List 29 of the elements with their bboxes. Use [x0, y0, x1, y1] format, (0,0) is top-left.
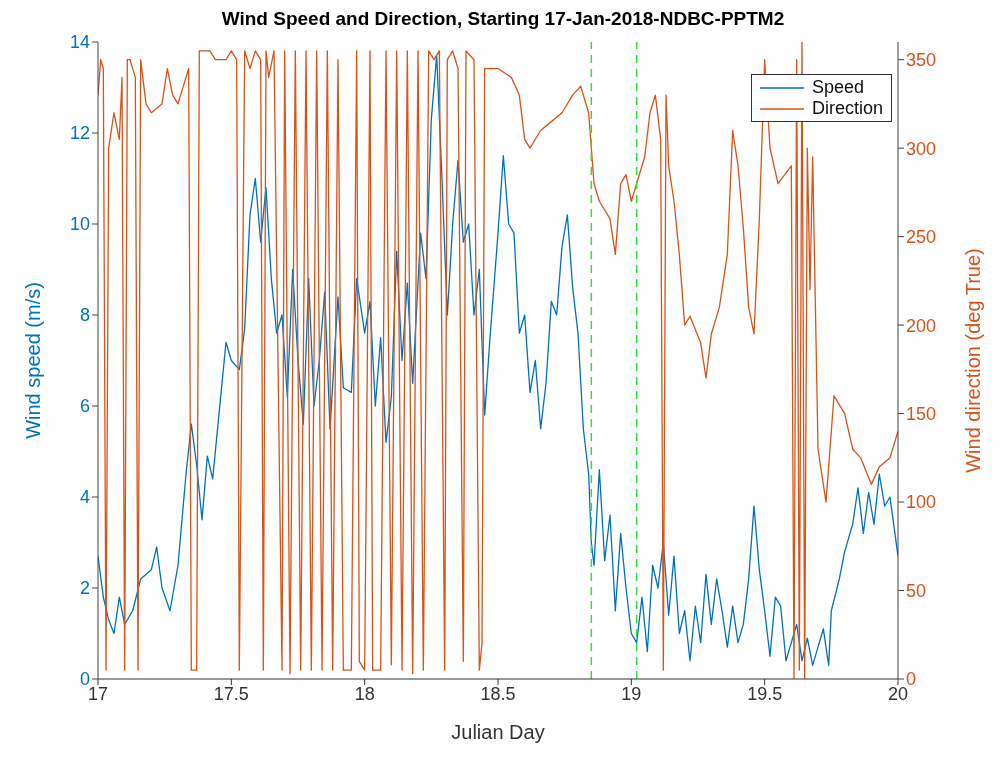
y2-tick-label: 250: [906, 227, 937, 248]
x-tick-label: 19: [621, 683, 642, 704]
x-tick-label: 19.5: [747, 683, 783, 704]
y-tick-label: 10: [69, 214, 90, 235]
y2-tick-label: 300: [906, 138, 937, 159]
legend-label: Direction: [811, 98, 883, 119]
legend-label: Speed: [811, 77, 865, 98]
y2-tick-label: 50: [906, 580, 927, 601]
y-tick-label: 14: [69, 32, 90, 53]
y2-tick-label: 0: [906, 669, 917, 690]
x-tick-label: 18: [354, 683, 375, 704]
y2-tick-label: 150: [906, 403, 937, 424]
x-tick-label: 18.5: [480, 683, 516, 704]
y-axis-title: Wind speed (m/s): [22, 282, 45, 439]
x-tick-label: 20: [887, 683, 909, 704]
y-tick-label: 12: [69, 123, 90, 144]
y-tick-label: 0: [79, 669, 90, 690]
x-tick-label: 17.5: [213, 683, 249, 704]
x-axis-title: Julian Day: [451, 721, 545, 743]
y2-tick-label: 350: [906, 50, 937, 71]
y2-axis-title: Wind direction (deg True): [962, 248, 985, 473]
y-tick-label: 2: [79, 578, 90, 599]
y2-tick-label: 100: [906, 492, 937, 513]
y-tick-label: 8: [79, 305, 90, 326]
chart-title: Wind Speed and Direction, Starting 17-Jan-2018-NDBC-PPTM2: [220, 8, 786, 31]
y-tick-label: 4: [79, 487, 90, 508]
y-tick-label: 6: [79, 396, 90, 417]
y2-tick-label: 200: [906, 315, 937, 336]
x-tick-label: 17: [87, 683, 109, 704]
